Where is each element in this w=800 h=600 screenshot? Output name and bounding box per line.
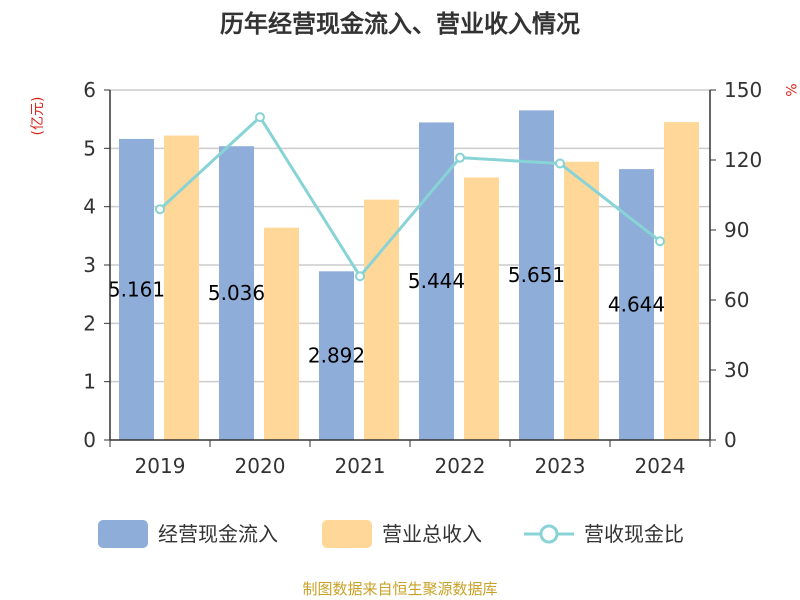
left-axis-unit: (亿元) (30, 97, 46, 136)
bar-cash-inflow-2019 (119, 138, 154, 441)
ratio-point-2024 (655, 236, 665, 247)
ratio-line (155, 112, 665, 282)
right-tick-label-5: 150 (724, 78, 762, 102)
legend-swatch-cash-inflow (98, 520, 148, 548)
data-label-2021: 2.892 (308, 344, 365, 368)
ratio-point-2019 (155, 204, 165, 215)
left-tick-label-1: 1 (83, 370, 96, 394)
bar-revenue-2024 (664, 122, 699, 440)
data-label-2022: 5.444 (408, 269, 465, 293)
legend: 经营现金流入 营业总收入 营收现金比 (98, 520, 684, 548)
ratio-line-path (158, 114, 661, 279)
left-tick-label-2: 2 (83, 311, 96, 335)
x-tick-label-2022: 2022 (435, 454, 486, 478)
bar-cash-inflow-2020 (219, 146, 254, 440)
data-label-2019: 5.161 (108, 277, 165, 301)
x-tick-label-2024: 2024 (635, 454, 686, 478)
data-label-2024: 4.644 (608, 293, 665, 317)
legend-label-revenue: 营业总收入 (382, 522, 482, 546)
ratio-point-2020 (255, 112, 265, 123)
right-tick-label-2: 60 (724, 288, 749, 312)
left-tick-label-0: 0 (83, 428, 96, 452)
bars (119, 110, 699, 441)
right-tick-label-3: 90 (724, 218, 749, 242)
right-tick-label-1: 30 (724, 358, 749, 382)
bar-revenue-2023 (564, 161, 599, 440)
x-tick-label-2023: 2023 (535, 454, 586, 478)
left-tick-label-6: 6 (83, 78, 96, 102)
bar-revenue-2020 (264, 227, 299, 440)
bar-revenue-2022 (464, 177, 499, 440)
ratio-point-2021 (355, 271, 365, 282)
x-tick-label-2020: 2020 (235, 454, 286, 478)
ratio-point-2023 (555, 158, 565, 169)
x-tick-label-2021: 2021 (335, 454, 386, 478)
left-tick-label-5: 5 (83, 136, 96, 160)
data-label-2023: 5.651 (508, 263, 565, 287)
bar-cash-inflow-2021 (319, 271, 354, 440)
bar-revenue-2019 (164, 135, 199, 440)
right-tick-label-0: 0 (724, 428, 737, 452)
bar-cash-inflow-2023 (519, 110, 554, 440)
gridlines (110, 89, 710, 383)
right-axis-unit: % (782, 83, 798, 96)
chart-title: 历年经营现金流入、营业收入情况 (220, 10, 580, 38)
left-tick-label-3: 3 (83, 253, 96, 277)
data-labels: 5.161 5.036 2.892 5.444 5.651 4.644 (108, 263, 665, 367)
bar-revenue-2021 (364, 199, 399, 440)
legend-swatch-ratio-marker (539, 524, 559, 544)
bar-cash-inflow-2022 (419, 122, 454, 440)
right-tick-label-4: 120 (724, 148, 762, 172)
legend-swatch-revenue (322, 520, 372, 548)
left-tick-label-4: 4 (83, 195, 96, 219)
ratio-point-2022 (455, 152, 465, 163)
legend-label-cash-inflow: 经营现金流入 (158, 522, 278, 546)
legend-label-ratio: 营收现金比 (584, 522, 684, 546)
source-note: 制图数据来自恒生聚源数据库 (302, 580, 497, 598)
data-label-2020: 5.036 (208, 281, 265, 305)
x-tick-label-2019: 2019 (135, 454, 186, 478)
